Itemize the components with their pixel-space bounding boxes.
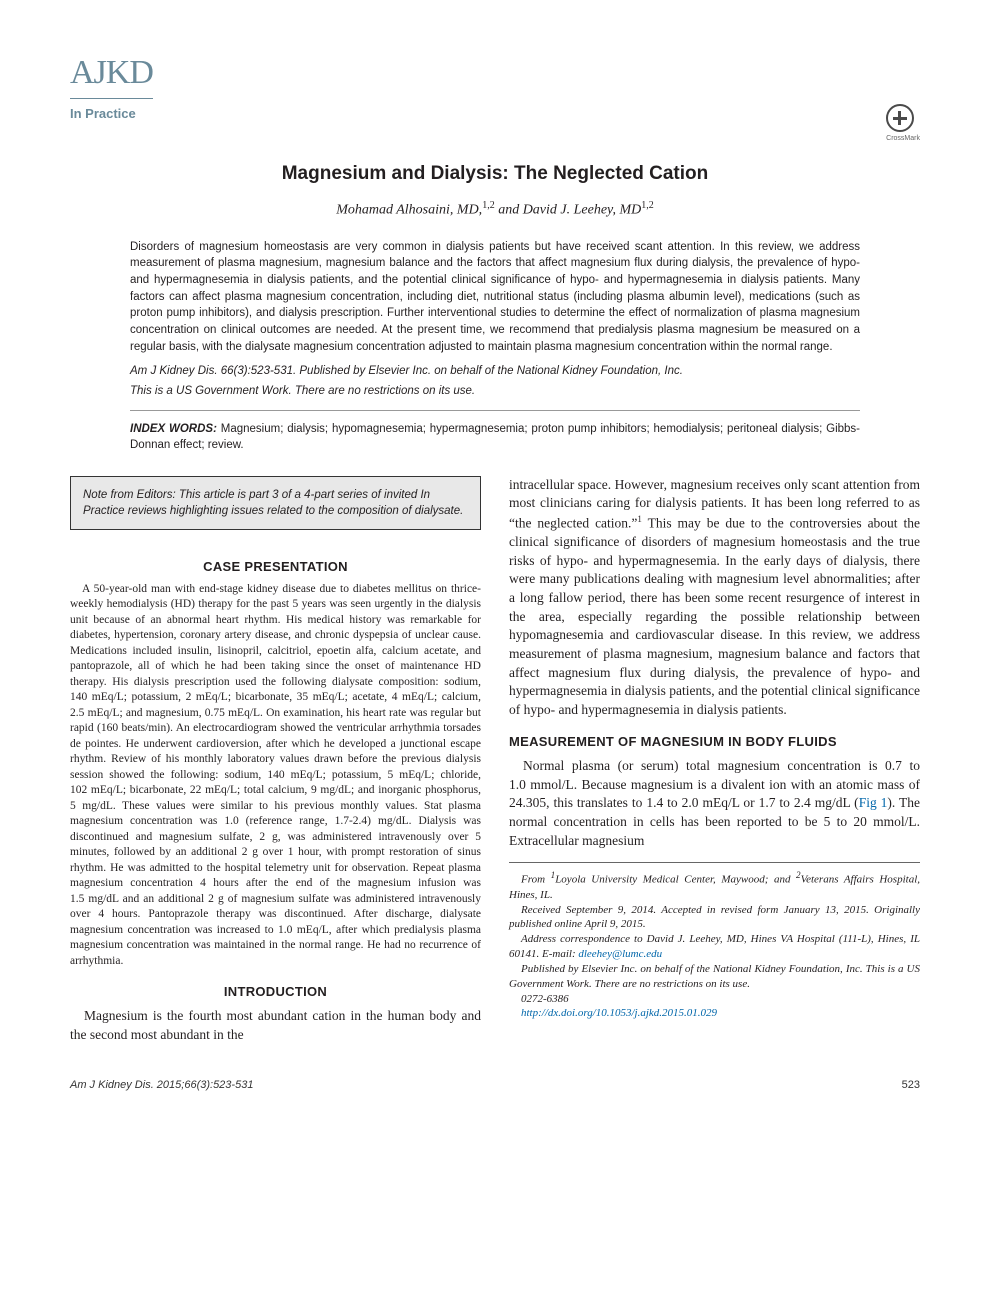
abstract-text: Disorders of magnesium homeostasis are v… xyxy=(130,239,860,356)
article-authors: Mohamad Alhosaini, MD,1,2 and David J. L… xyxy=(110,199,880,221)
measurement-body: Normal plasma (or serum) total magnesium… xyxy=(509,757,920,850)
measurement-heading: MEASUREMENT OF MAGNESIUM IN BODY FLUIDS xyxy=(509,733,920,751)
abstract-divider xyxy=(130,410,860,411)
affil-from: From 1Loyola University Medical Center, … xyxy=(509,869,920,902)
footer-page-number: 523 xyxy=(902,1078,920,1093)
affil-correspondence: Address correspondence to David J. Leehe… xyxy=(509,932,920,962)
editor-note-box: Note from Editors: This article is part … xyxy=(70,476,481,530)
index-words-text: Magnesium; dialysis; hypomagnesemia; hyp… xyxy=(130,423,860,452)
affil-doi[interactable]: http://dx.doi.org/10.1053/j.ajkd.2015.01… xyxy=(509,1006,920,1021)
affil-issn: 0272-6386 xyxy=(509,992,920,1007)
affiliations-block: From 1Loyola University Medical Center, … xyxy=(509,862,920,1021)
introduction-heading: INTRODUCTION xyxy=(70,983,481,1001)
crossmark-label: CrossMark xyxy=(886,134,920,143)
affil-received: Received September 9, 2014. Accepted in … xyxy=(509,903,920,933)
index-words: INDEX WORDS: Magnesium; dialysis; hypoma… xyxy=(130,421,860,454)
case-presentation-heading: CASE PRESENTATION xyxy=(70,558,481,576)
affil-publisher: Published by Elsevier Inc. on behalf of … xyxy=(509,962,920,992)
index-words-label: INDEX WORDS: xyxy=(130,423,217,435)
footer-citation: Am J Kidney Dis. 2015;66(3):523-531 xyxy=(70,1078,253,1093)
crossmark-icon xyxy=(886,104,914,132)
journal-logo: AJKD xyxy=(70,50,153,99)
journal-section-tag: In Practice xyxy=(70,105,153,123)
introduction-body-col1: Magnesium is the fourth most abundant ca… xyxy=(70,1007,481,1044)
abstract-citation-1: Am J Kidney Dis. 66(3):523-531. Publishe… xyxy=(130,363,860,379)
case-presentation-body: A 50-year-old man with end-stage kidney … xyxy=(70,582,481,970)
abstract-citation-2: This is a US Government Work. There are … xyxy=(130,383,860,399)
introduction-body-col2: intracellular space. However, magnesium … xyxy=(509,476,920,720)
crossmark-badge[interactable]: CrossMark xyxy=(886,50,920,143)
page-footer: Am J Kidney Dis. 2015;66(3):523-531 523 xyxy=(70,1078,920,1093)
article-title: Magnesium and Dialysis: The Neglected Ca… xyxy=(110,161,880,187)
